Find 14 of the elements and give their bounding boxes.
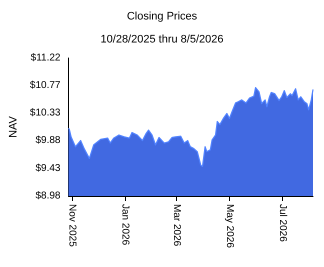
y-tick-label: $8.98 xyxy=(35,190,61,202)
y-tick-label: $9.43 xyxy=(35,162,61,174)
chart-subtitle: 10/28/2025 thru 8/5/2026 xyxy=(100,34,224,46)
x-tick-label: Jan 2026 xyxy=(120,204,131,246)
x-tick-label: Mar 2026 xyxy=(170,204,182,247)
x-tick-label: Nov 2025 xyxy=(66,204,78,248)
y-axis-title: NAV xyxy=(8,115,20,138)
x-tick-label: May 2026 xyxy=(224,204,235,248)
y-tick-label: $10.77 xyxy=(30,80,61,92)
y-tick-label: $11.22 xyxy=(30,52,61,64)
y-tick-label: $10.33 xyxy=(30,107,61,118)
y-tick-label: $9.88 xyxy=(35,135,61,146)
x-tick-label: Jul 2026 xyxy=(277,204,288,242)
chart-title: Closing Prices xyxy=(126,10,198,22)
